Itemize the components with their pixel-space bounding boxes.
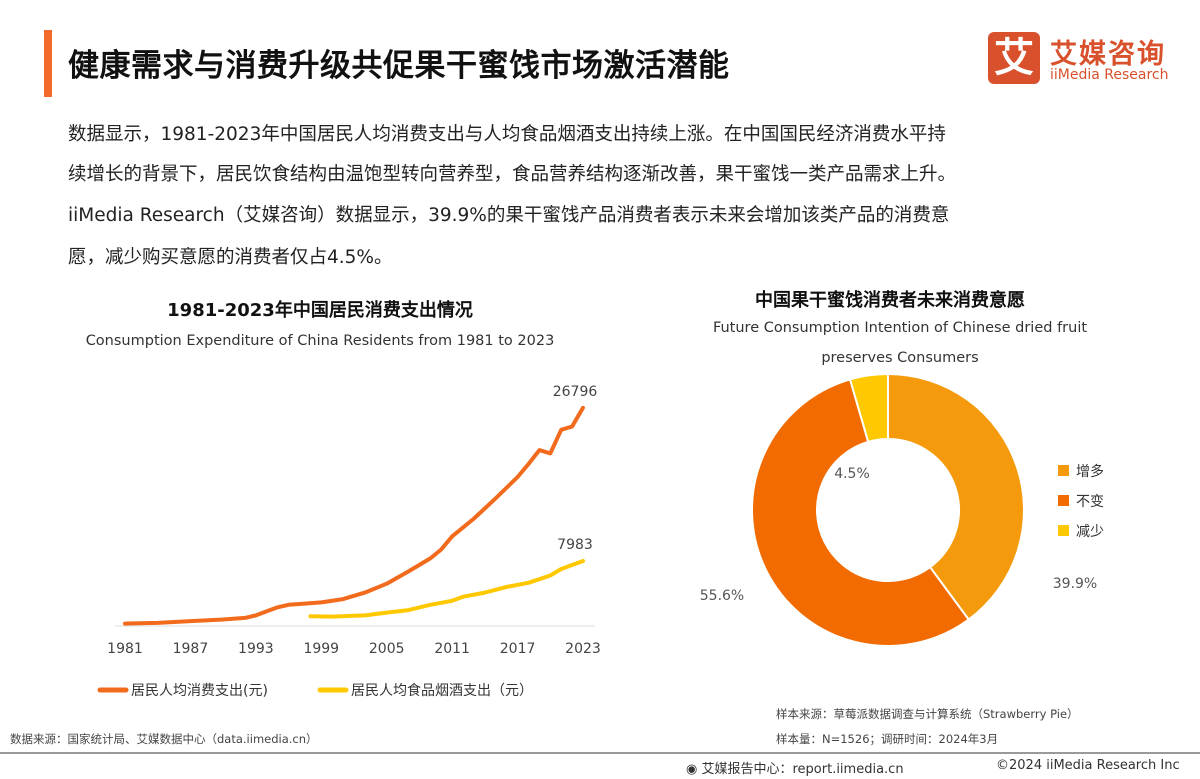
legend-swatch [1058,495,1069,506]
iimedia-logo: 艾 艾媒咨询 iiMedia Research [988,32,1188,92]
legend-label: 增多 [1076,463,1104,480]
line-chart-title: 1981-2023年中国居民消费支出情况 [167,300,473,321]
donut-slice-增多 [887,372,1025,621]
donut-chart-subtitle-2: preserves Consumers [821,350,979,366]
logo-en-text: iiMedia Research [1050,67,1169,83]
intro-line-1: 数据显示，1981-2023年中国居民人均消费支出与人均食品烟酒支出持续上涨。在… [68,124,946,145]
legend-label: 不变 [1076,494,1104,510]
page-title: 健康需求与消费升级共促果干蜜饯市场激活潜能 [68,48,730,84]
x-tick-label: 1993 [238,641,274,657]
x-tick-label: 2017 [500,641,536,657]
logo-mark: 艾 [988,32,1040,84]
x-tick-label: 2023 [565,641,601,657]
x-tick-label: 1981 [107,641,143,657]
series-line-1 [308,559,585,619]
intro-line-3: iiMedia Research（艾媒咨询）数据显示，39.9%的果干蜜饯产品消… [68,205,950,226]
x-tick-label: 2005 [369,641,405,657]
legend-swatch [1058,525,1069,536]
legend-label: 居民人均消费支出(元) [131,683,268,699]
legend-label: 居民人均食品烟酒支出（元） [351,682,533,699]
x-tick-label: 2011 [434,641,470,657]
sample-source-note: 样本来源：草莓派数据调查与计算系统（Strawberry Pie） [776,707,1079,721]
slice-percent-label: 39.9% [1053,576,1097,592]
x-tick-label: 1987 [173,641,209,657]
intro-line-4: 愿，减少购买意愿的消费者仅占4.5%。 [68,247,393,268]
report-center-icon: ◉ [686,762,702,777]
legend-label: 减少 [1076,524,1104,540]
footer-divider [0,752,1200,754]
data-source-note: 数据来源：国家统计局、艾媒数据中心（data.iimedia.cn） [10,732,318,746]
slice-percent-label: 55.6% [700,588,744,604]
donut-chart-subtitle-1: Future Consumption Intention of Chinese … [712,320,1088,336]
intro-line-2: 续增长的背景下，居民饮食结构由温饱型转向营养型，食品营养结构逐渐改善，果干蜜饯一… [68,164,957,185]
end-value-label: 26796 [553,384,598,400]
logo-cn-text: 艾媒咨询 [1050,39,1166,70]
line-chart: 1981 1987 1993 1999 2005 2011 2017 2023 26796 798… [97,384,601,699]
legend-swatch [1058,465,1069,476]
donut-chart-title: 中国果干蜜饯消费者未来消费意愿 [755,290,1025,311]
donut-slice-减少 [848,372,889,444]
donut-chart: 39.9% 增多 55.6% 不变 4.5% 减少 [700,372,1104,647]
series-line-0 [123,405,585,626]
title-accent-bar [44,30,52,97]
slice-percent-label: 4.5% [834,466,870,482]
line-chart-subtitle: Consumption Expenditure of China Residen… [85,333,555,349]
x-tick-label: 1999 [303,641,339,657]
donut-slice-不变 [750,378,971,647]
end-value-label: 7983 [557,537,593,553]
footer-report-link[interactable]: ◉ 艾媒报告中心：report.iimedia.cn [686,762,904,777]
footer-copyright: ©2024 iiMedia Research Inc [996,758,1180,773]
sample-size-note: 样本量：N=1526；调研时间：2024年3月 [776,732,999,746]
